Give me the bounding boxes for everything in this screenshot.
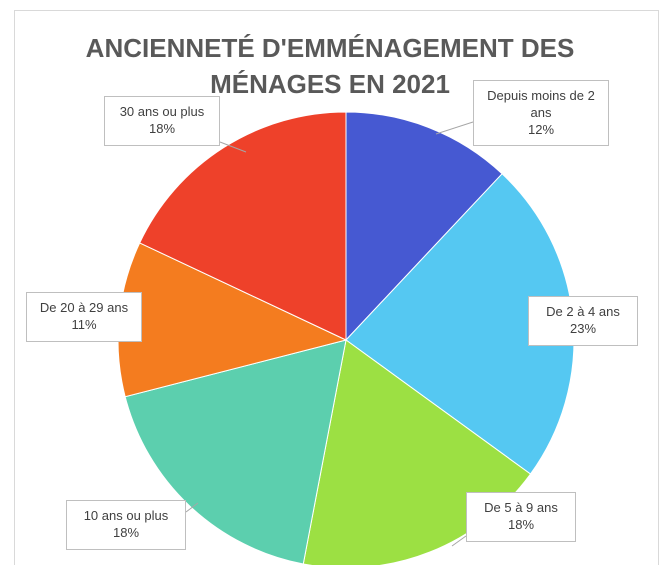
leader-line xyxy=(451,535,467,547)
leader-line xyxy=(185,502,199,513)
pie-slice xyxy=(345,111,503,342)
data-label: 10 ans ou plus 18% xyxy=(66,500,186,550)
data-label: 30 ans ou plus 18% xyxy=(104,96,220,146)
category-label: 30 ans ou plus xyxy=(119,104,205,119)
pie-slice xyxy=(139,111,347,341)
data-label: De 20 à 29 ans 11% xyxy=(26,292,142,342)
leader-line xyxy=(435,121,474,135)
category-label: De 2 à 4 ans xyxy=(546,304,620,319)
value-label: 12% xyxy=(527,122,555,137)
value-label: 18% xyxy=(148,121,176,136)
data-label: De 5 à 9 ans 18% xyxy=(466,492,576,542)
data-label: Depuis moins de 2 ans 12% xyxy=(473,80,609,146)
value-label: 18% xyxy=(112,525,140,540)
category-label: De 20 à 29 ans xyxy=(39,300,129,315)
category-label: De 5 à 9 ans xyxy=(484,500,558,515)
value-label: 23% xyxy=(569,321,597,336)
value-label: 11% xyxy=(71,317,97,332)
data-label: De 2 à 4 ans 23% xyxy=(528,296,638,346)
category-label: Depuis moins de 2 ans xyxy=(487,88,595,120)
pie-slice xyxy=(124,339,347,565)
leader-line xyxy=(219,141,247,153)
category-label: 10 ans ou plus xyxy=(83,508,169,523)
chart-frame xyxy=(14,10,659,565)
chart-title: ANCIENNETÉ D'EMMÉNAGEMENT DES MÉNAGES EN… xyxy=(85,33,575,99)
value-label: 18% xyxy=(507,517,535,532)
